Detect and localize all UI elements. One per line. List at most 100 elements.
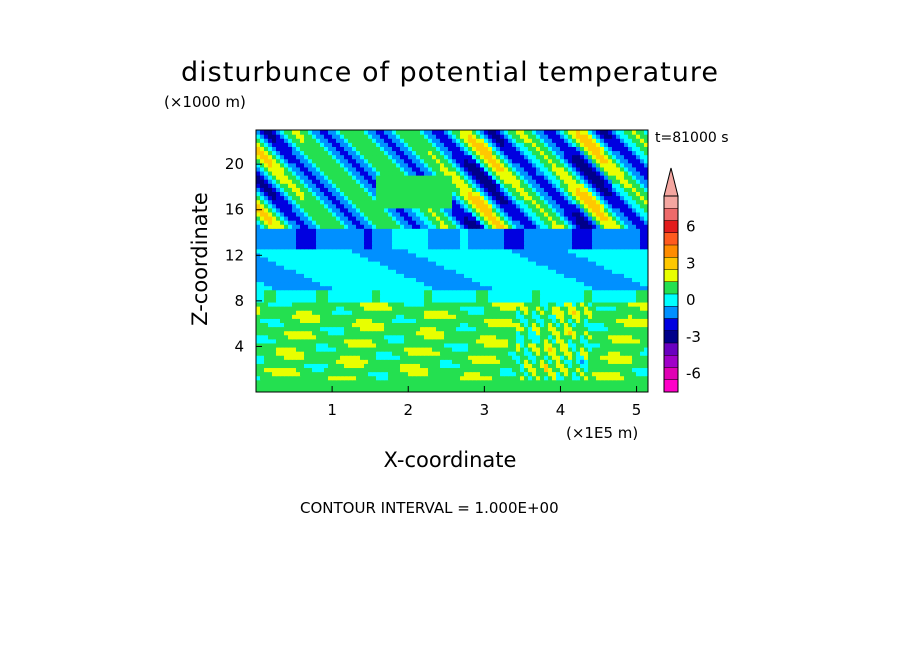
contour-cell <box>412 310 417 315</box>
contour-cell <box>596 265 601 270</box>
contour-cell <box>596 187 601 192</box>
contour-cell <box>448 220 453 225</box>
contour-cell <box>436 265 441 270</box>
contour-cell <box>600 310 605 315</box>
contour-cell <box>420 236 425 242</box>
contour-cell <box>532 203 537 209</box>
contour-cell <box>508 310 513 315</box>
contour-cell <box>304 265 309 270</box>
contour-cell <box>276 265 281 270</box>
contour-cell <box>372 244 377 250</box>
contour-cell <box>452 379 457 385</box>
contour-cell <box>568 318 573 323</box>
contour-cell <box>616 346 621 352</box>
contour-cell <box>512 256 517 262</box>
contour-cell <box>584 265 589 270</box>
contour-cell <box>272 256 277 262</box>
contour-cell <box>584 351 589 356</box>
contour-cell <box>548 326 553 332</box>
contour-cell <box>500 289 505 295</box>
contour-cell <box>380 346 385 352</box>
contour-cell <box>468 265 473 270</box>
contour-cell <box>588 367 593 373</box>
contour-cell <box>396 277 401 283</box>
contour-cell <box>360 220 365 225</box>
contour-cell <box>608 269 613 274</box>
contour-cell <box>508 236 513 242</box>
contour-cell <box>292 359 297 364</box>
contour-cell <box>408 252 413 258</box>
contour-cell <box>388 277 393 283</box>
contour-cell <box>372 306 377 311</box>
contour-cell <box>552 285 557 291</box>
contour-cell <box>520 215 525 221</box>
contour-cell <box>392 293 397 299</box>
contour-cell <box>392 224 397 229</box>
contour-cell <box>460 293 465 299</box>
contour-cell <box>512 265 517 270</box>
contour-cell <box>608 281 613 287</box>
contour-cell <box>440 330 445 336</box>
contour-cell <box>280 265 285 270</box>
contour-cell <box>296 277 301 283</box>
contour-cell <box>364 379 369 385</box>
contour-cell <box>304 236 309 242</box>
contour-cell <box>624 346 629 352</box>
contour-cell <box>548 383 553 389</box>
contour-cell <box>424 277 429 283</box>
contour-cell <box>284 326 289 332</box>
contour-cell <box>548 310 553 315</box>
contour-cell <box>404 289 409 295</box>
contour-cell <box>352 351 357 356</box>
contour-cell <box>344 211 349 217</box>
contour-cell <box>556 256 561 262</box>
contour-cell <box>256 367 261 373</box>
contour-cell <box>384 224 389 229</box>
contour-cell <box>308 240 313 246</box>
contour-cell <box>448 363 453 369</box>
contour-cell <box>512 387 517 392</box>
contour-cell <box>500 346 505 352</box>
contour-cell <box>580 215 585 221</box>
contour-cell <box>304 338 309 344</box>
contour-cell <box>576 289 581 295</box>
contour-cell <box>468 203 473 209</box>
contour-cell <box>584 346 589 352</box>
contour-cell <box>608 256 613 262</box>
contour-cell <box>496 228 501 233</box>
contour-cell <box>412 346 417 352</box>
contour-cell <box>472 326 477 332</box>
contour-cell <box>452 314 457 319</box>
contour-cell <box>512 199 517 205</box>
contour-cell <box>472 211 477 217</box>
contour-cell <box>312 387 317 392</box>
contour-cell <box>308 224 313 229</box>
contour-cell <box>612 187 617 192</box>
contour-cell <box>464 322 469 328</box>
contour-cell <box>640 211 645 217</box>
contour-cell <box>408 338 413 344</box>
contour-cell <box>336 293 341 299</box>
contour-cell <box>284 301 289 307</box>
contour-cell <box>456 256 461 262</box>
contour-cell <box>344 342 349 348</box>
contour-cell <box>636 248 641 254</box>
contour-cell <box>260 224 265 229</box>
contour-cell <box>428 240 433 246</box>
contour-cell <box>472 301 477 307</box>
contour-cell <box>308 256 313 262</box>
contour-cell <box>288 306 293 311</box>
contour-cell <box>332 261 337 266</box>
contour-cell <box>504 277 509 283</box>
contour-cell <box>328 269 333 274</box>
contour-cell <box>372 326 377 332</box>
contour-cell <box>500 191 505 197</box>
contour-cell <box>596 310 601 315</box>
contour-cell <box>344 228 349 233</box>
contour-cell <box>444 183 449 188</box>
contour-cell <box>644 375 648 381</box>
contour-cell <box>644 314 648 319</box>
contour-cell <box>400 310 405 315</box>
contour-cell <box>408 269 413 274</box>
contour-cell <box>588 224 593 229</box>
